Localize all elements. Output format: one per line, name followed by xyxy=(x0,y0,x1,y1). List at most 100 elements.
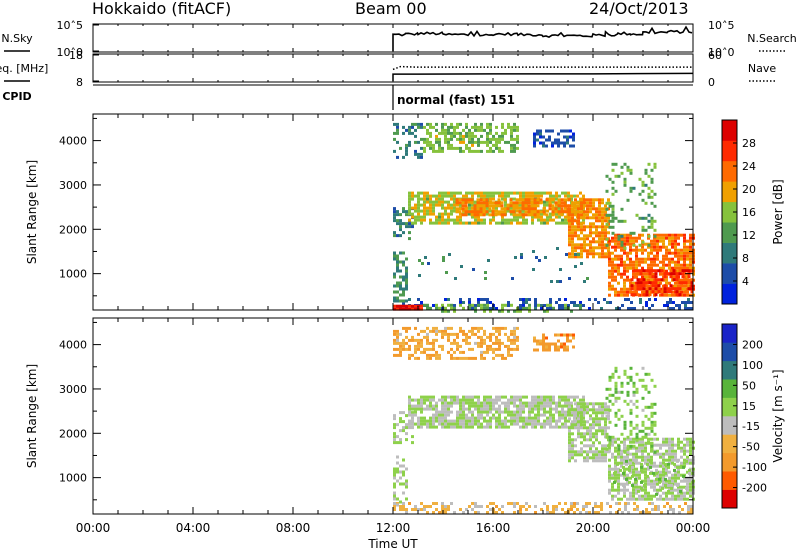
heatmap-cell xyxy=(492,143,495,147)
heatmap-cell xyxy=(680,263,683,267)
heatmap-cell xyxy=(577,243,580,247)
heatmap-cell xyxy=(531,410,534,414)
heatmap-cell xyxy=(441,407,444,411)
heatmap-cell xyxy=(689,260,692,264)
heatmap-cell xyxy=(513,335,516,339)
heatmap-cell xyxy=(605,387,609,391)
heatmap-cell xyxy=(411,131,414,135)
heatmap-cell xyxy=(688,471,691,475)
heatmap-cell xyxy=(396,353,399,357)
heatmap-cell xyxy=(417,338,420,342)
heatmap-cell xyxy=(453,398,456,402)
heatmap-cell xyxy=(483,419,486,423)
heatmap-cell xyxy=(536,342,539,346)
heatmap-cell xyxy=(492,134,495,138)
heatmap-cell xyxy=(686,437,689,441)
heatmap-cell xyxy=(592,402,595,406)
heatmap-cell xyxy=(588,298,591,301)
heatmap-cell xyxy=(668,449,671,453)
heatmap-cell xyxy=(513,422,516,426)
heatmap-cell xyxy=(432,221,435,225)
heatmap-cell xyxy=(641,488,644,492)
heatmap-cell xyxy=(414,194,417,198)
heatmap-cell xyxy=(583,228,586,232)
heatmap-cell xyxy=(577,420,580,424)
heatmap-cell xyxy=(580,210,583,214)
heatmap-cell xyxy=(498,407,501,411)
heatmap-cell xyxy=(393,338,396,342)
heatmap-cell xyxy=(667,462,670,466)
heatmap-cell xyxy=(662,257,665,261)
heatmap-cell xyxy=(566,138,569,142)
heatmap-cell xyxy=(507,407,510,411)
heatmap-cell xyxy=(601,213,604,217)
heatmap-cell xyxy=(402,347,405,351)
heatmap-cell xyxy=(551,207,555,211)
heatmap-cell xyxy=(650,180,654,184)
heatmap-cell xyxy=(525,422,528,426)
heatmap-cell xyxy=(571,408,574,412)
heatmap-cell xyxy=(677,266,680,270)
heatmap-cell xyxy=(402,338,405,342)
heatmap-cell xyxy=(504,131,507,135)
heatmap-cell xyxy=(393,491,396,495)
heatmap-cell xyxy=(571,213,574,217)
heatmap-cell xyxy=(444,206,447,210)
heatmap-cell xyxy=(528,416,531,420)
heatmap-cell xyxy=(441,329,444,333)
heatmap-cell xyxy=(435,215,438,219)
heatmap-cell xyxy=(393,353,396,357)
heatmap-cell xyxy=(453,338,456,342)
heatmap-cell xyxy=(665,464,668,468)
heatmap-cell xyxy=(486,206,489,210)
heatmap-cell xyxy=(426,511,429,514)
heatmap-cell xyxy=(659,245,662,249)
heatmap-cell xyxy=(561,191,564,195)
heatmap-cell xyxy=(497,201,501,205)
heatmap-cell xyxy=(396,222,399,226)
heatmap-cell xyxy=(647,243,651,247)
heatmap-cell xyxy=(580,237,583,241)
heatmap-cell xyxy=(663,505,666,508)
heatmap-cell xyxy=(441,395,444,399)
heatmap-cell xyxy=(423,125,426,129)
heatmap-cell xyxy=(462,329,465,333)
heatmap-cell xyxy=(617,272,620,276)
heatmap-cell xyxy=(450,306,453,310)
heatmap-cell xyxy=(598,243,601,247)
heatmap-cell xyxy=(474,416,477,420)
heatmap-cell xyxy=(650,278,653,282)
heatmap-cell xyxy=(639,272,643,276)
heatmap-cell xyxy=(629,446,632,450)
heatmap-cell xyxy=(671,437,674,441)
heatmap-cell xyxy=(601,444,604,448)
heatmap-cell xyxy=(483,341,486,345)
heatmap-cell xyxy=(542,336,545,340)
heatmap-cell xyxy=(623,450,627,454)
heatmap-cell xyxy=(495,140,498,144)
heatmap-cell xyxy=(465,422,468,426)
heatmap-cell xyxy=(423,303,426,307)
heatmap-cell xyxy=(647,455,650,459)
heatmap-cell xyxy=(450,332,453,336)
heatmap-cell xyxy=(577,432,580,436)
heatmap-cell xyxy=(568,435,571,439)
heatmap-cell xyxy=(423,197,426,201)
heatmap-cell xyxy=(586,216,589,220)
heatmap-cell xyxy=(495,143,498,147)
heatmap-cell xyxy=(608,470,611,474)
heatmap-cell xyxy=(641,455,644,459)
heatmap-cell xyxy=(495,425,498,429)
heatmap-cell xyxy=(615,511,618,514)
heatmap-cell xyxy=(408,410,411,414)
heatmap-cell xyxy=(405,266,408,270)
heatmap-cell xyxy=(549,298,552,301)
heatmap-cell xyxy=(504,218,507,222)
heatmap-cell xyxy=(501,122,504,126)
heatmap-cell xyxy=(513,122,516,126)
heatmap-cell xyxy=(485,210,489,214)
heatmap-cell xyxy=(669,287,673,291)
heatmap-cell xyxy=(586,255,589,259)
heatmap-cell xyxy=(405,152,408,156)
heatmap-cell xyxy=(462,301,465,304)
